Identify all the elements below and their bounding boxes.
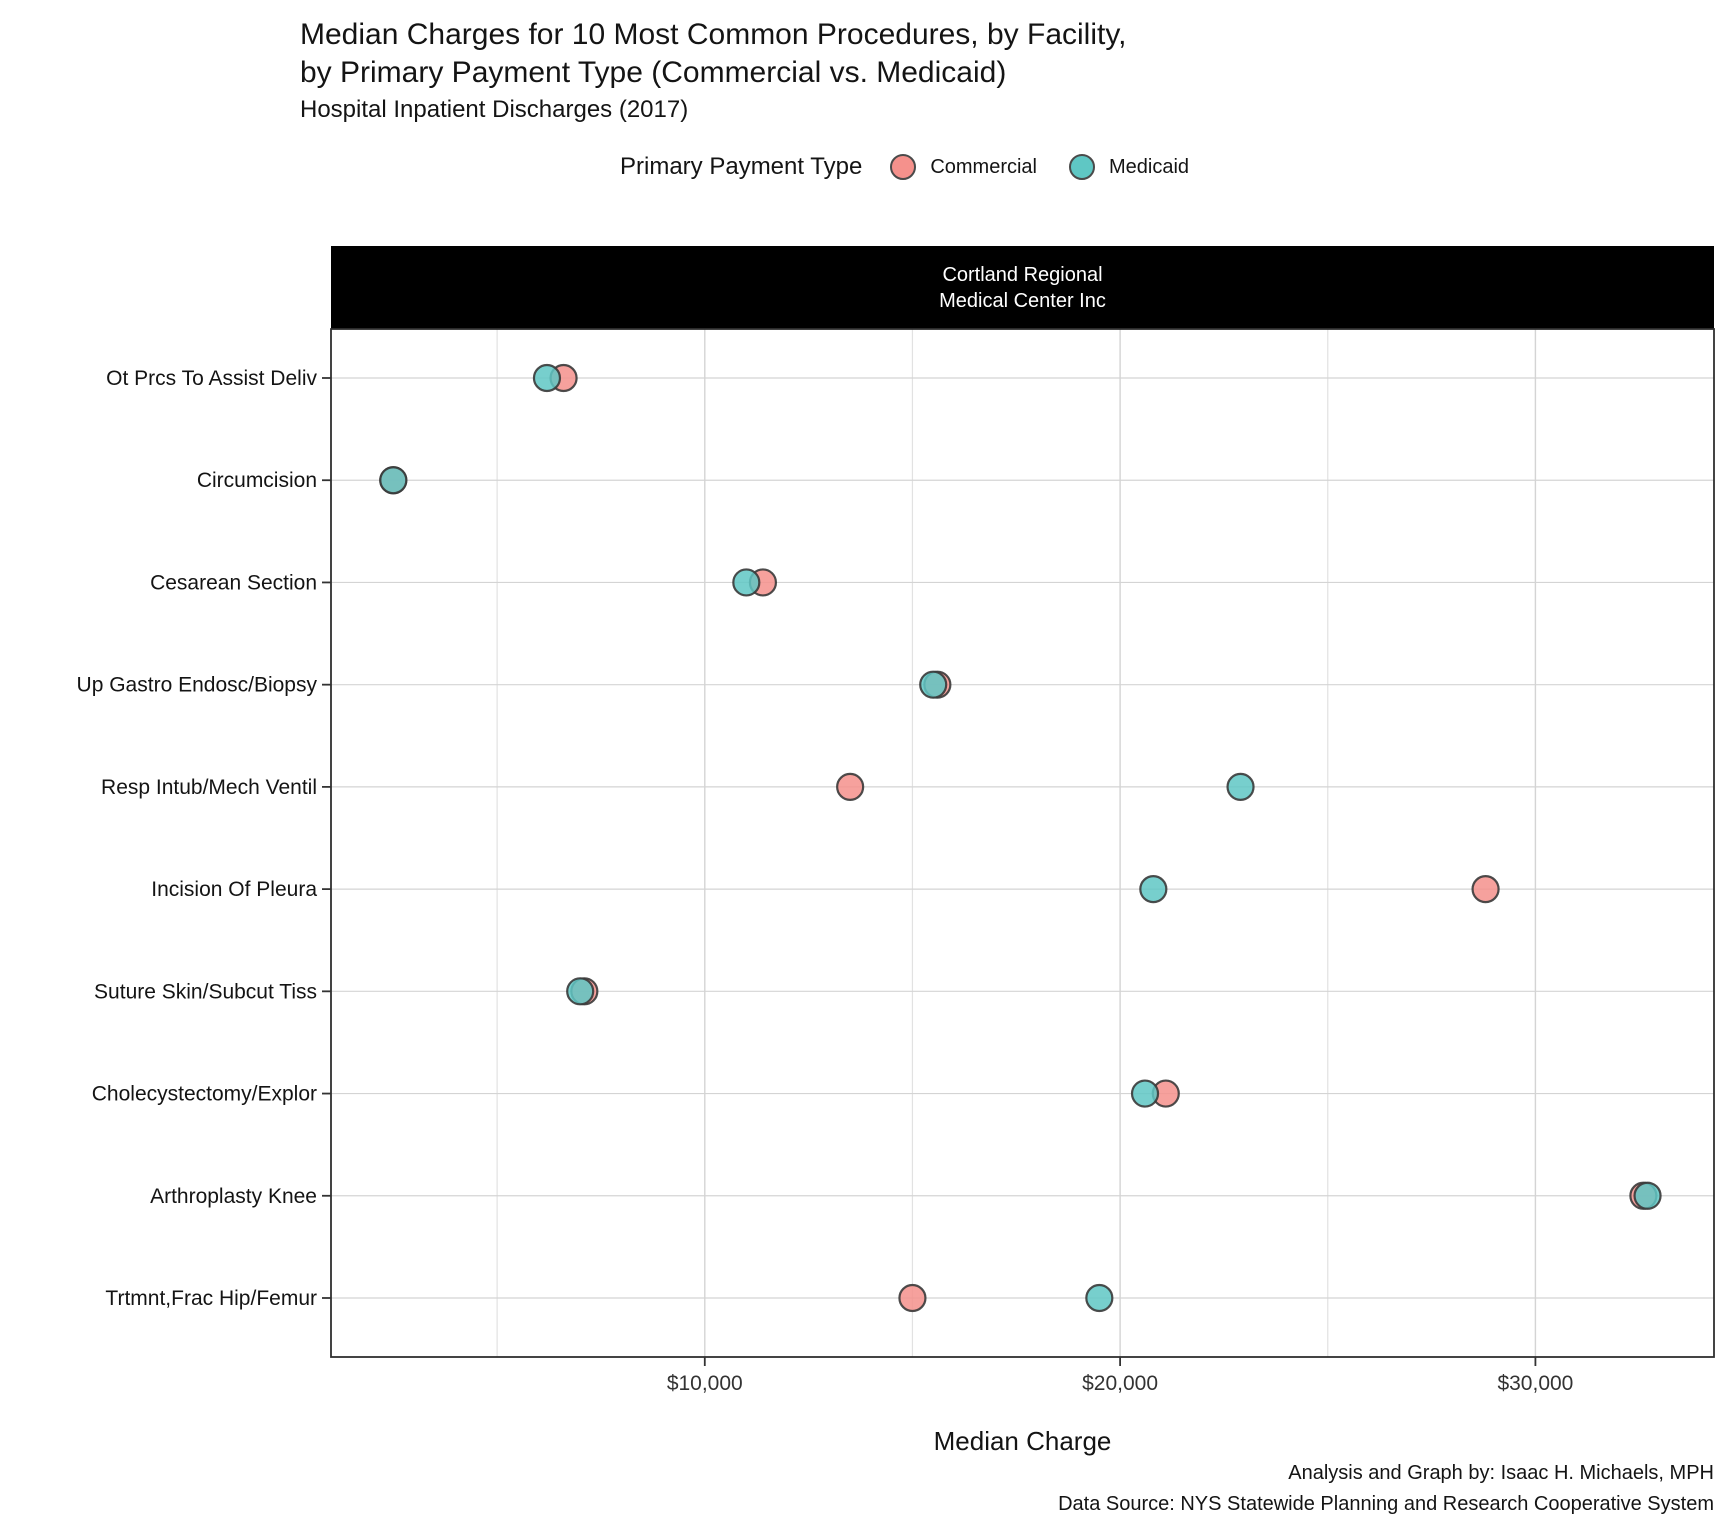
point-commercial-4 bbox=[836, 772, 865, 801]
y-category-label: Cesarean Section bbox=[150, 571, 317, 594]
x-tick-label: $30,000 bbox=[1497, 1372, 1573, 1395]
point-medicaid-0 bbox=[532, 363, 562, 393]
y-category-label: Suture Skin/Subcut Tiss bbox=[94, 980, 317, 1003]
point-medicaid-1 bbox=[379, 466, 408, 495]
point-medicaid-8 bbox=[1633, 1181, 1662, 1210]
point-medicaid-7 bbox=[1130, 1079, 1160, 1108]
chart-title: Median Charges for 10 Most Common Proced… bbox=[300, 16, 1126, 92]
point-medicaid-9 bbox=[1085, 1283, 1114, 1313]
facet-strip: Cortland Regional Medical Center Inc bbox=[331, 246, 1714, 329]
footer-data-source: Data Source: NYS Statewide Planning and … bbox=[1058, 1493, 1714, 1515]
legend-label-commercial: Commercial bbox=[930, 155, 1037, 178]
y-category-label: Resp Intub/Mech Ventil bbox=[101, 776, 317, 799]
y-category-label: Arthroplasty Knee bbox=[150, 1185, 317, 1208]
legend-item-commercial: Commercial bbox=[890, 154, 1037, 180]
legend-label-medicaid: Medicaid bbox=[1109, 155, 1190, 178]
facet-strip-line1: Cortland Regional bbox=[942, 263, 1103, 286]
point-medicaid-3 bbox=[919, 670, 948, 699]
chart-title-line1: Median Charges for 10 Most Common Proced… bbox=[300, 18, 1127, 51]
panel-border bbox=[330, 328, 1715, 1358]
point-commercial-9 bbox=[898, 1283, 927, 1313]
legend-title: Primary Payment Type bbox=[620, 153, 863, 180]
commercial-swatch-icon bbox=[890, 154, 917, 180]
x-axis-title: Median Charge bbox=[933, 1426, 1112, 1456]
point-medicaid-2 bbox=[732, 568, 761, 597]
panel-background bbox=[331, 329, 1714, 1357]
medicaid-swatch-icon bbox=[1069, 154, 1095, 180]
chart-subtitle: Hospital Inpatient Discharges (2017) bbox=[300, 96, 689, 123]
point-medicaid-5 bbox=[1139, 875, 1168, 904]
legend: Primary Payment Type Commercial Medicaid bbox=[620, 146, 1207, 188]
facet-strip-line2: Medical Center Inc bbox=[939, 289, 1106, 312]
y-category-label: Up Gastro Endosc/Biopsy bbox=[77, 674, 318, 697]
chart-title-line2: by Primary Payment Type (Commercial vs. … bbox=[300, 56, 1007, 89]
legend-item-medicaid: Medicaid bbox=[1069, 154, 1189, 180]
y-category-label: Ot Prcs To Assist Deliv bbox=[106, 367, 317, 390]
y-category-label: Cholecystectomy/Explor bbox=[92, 1083, 317, 1106]
y-category-label: Trtmnt,Frac Hip/Femur bbox=[105, 1287, 317, 1310]
y-category-label: Circumcision bbox=[197, 469, 317, 492]
y-category-label: Incision Of Pleura bbox=[151, 878, 317, 901]
footer-analysis-credit: Analysis and Graph by: Isaac H. Michaels… bbox=[1288, 1462, 1714, 1484]
x-tick-label: $20,000 bbox=[1082, 1372, 1158, 1395]
footer-credits: Analysis and Graph by: Isaac H. Michaels… bbox=[1058, 1458, 1714, 1520]
point-medicaid-4 bbox=[1226, 772, 1255, 801]
point-commercial-5 bbox=[1471, 875, 1500, 904]
x-tick-label: $10,000 bbox=[667, 1372, 743, 1395]
point-medicaid-6 bbox=[566, 977, 595, 1006]
